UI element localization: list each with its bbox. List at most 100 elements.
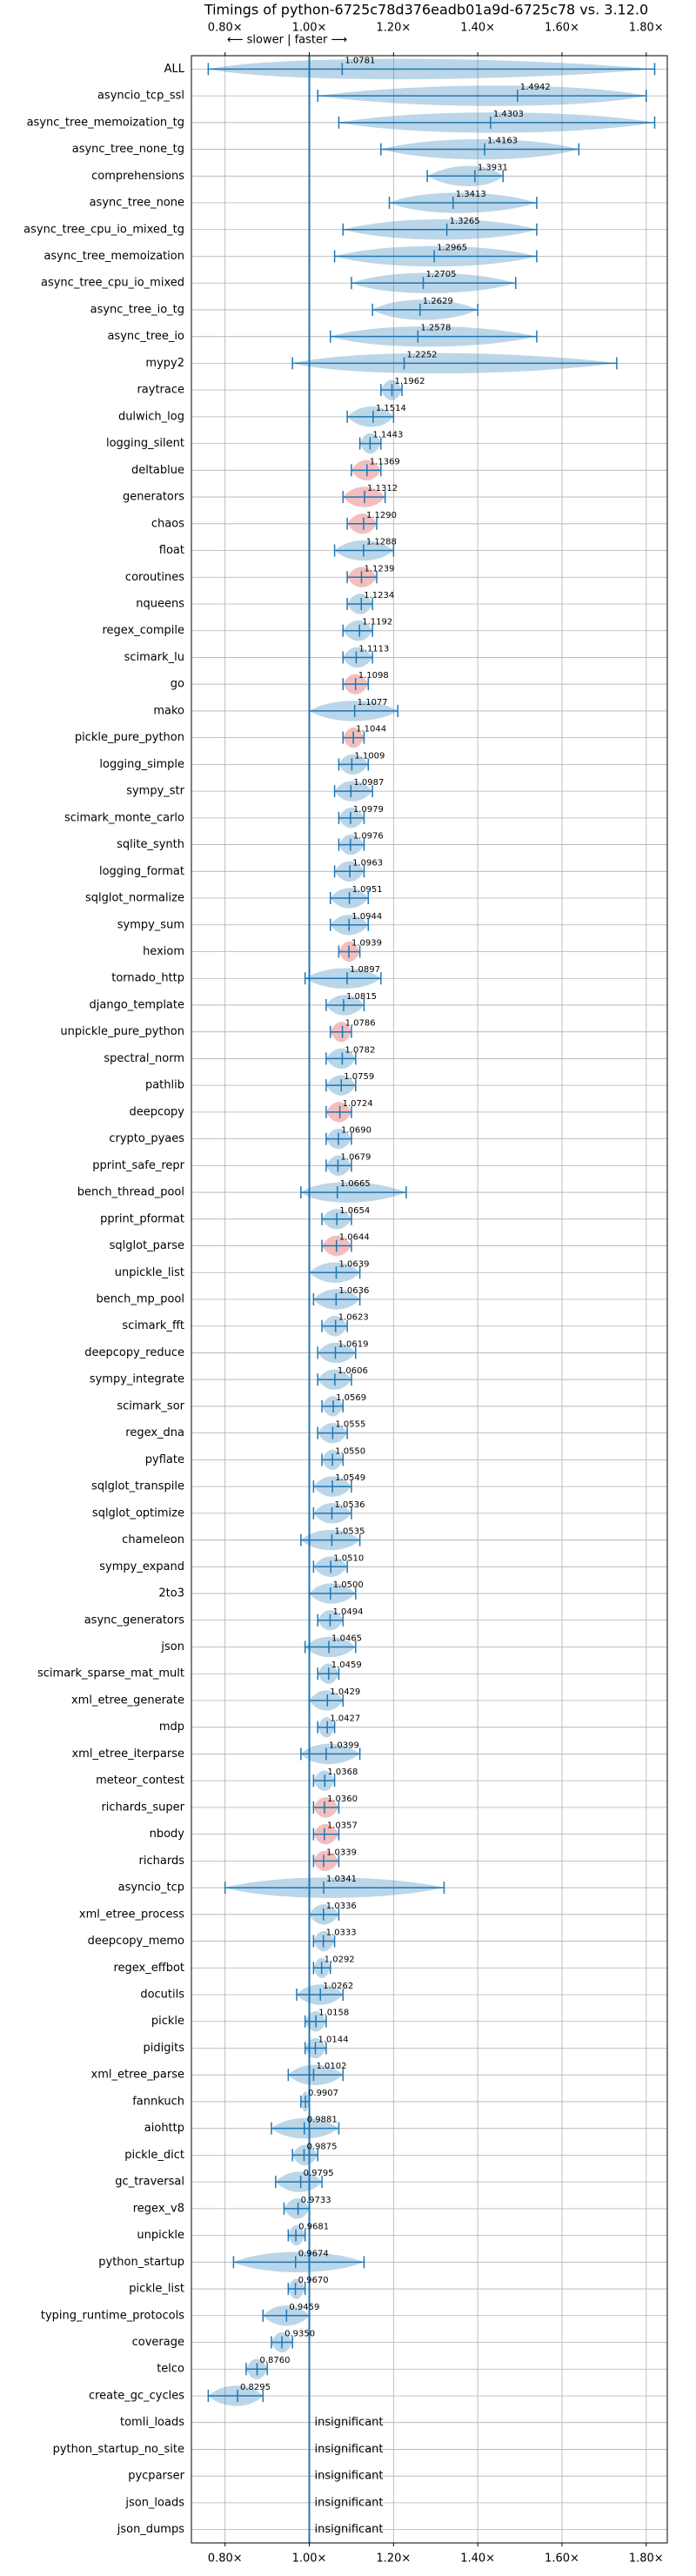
category-label: deepcopy_memo bbox=[88, 1935, 184, 1948]
category-label: coroutines bbox=[125, 571, 184, 584]
value-label: 1.1312 bbox=[367, 484, 398, 493]
value-label: 1.0333 bbox=[326, 1929, 357, 1938]
category-label: json bbox=[160, 1640, 184, 1654]
category-label: pyflate bbox=[145, 1453, 184, 1466]
category-label: create_gc_cycles bbox=[89, 2389, 184, 2402]
category-label: asyncio_tcp_ssl bbox=[97, 90, 184, 103]
value-label: 1.0555 bbox=[335, 1420, 365, 1430]
value-label: 1.0494 bbox=[332, 1607, 363, 1617]
category-label: deepcopy_reduce bbox=[84, 1346, 184, 1359]
category-label: nqueens bbox=[136, 597, 184, 610]
value-label: 0.9670 bbox=[298, 2276, 329, 2285]
category-label: sympy_integrate bbox=[90, 1373, 184, 1386]
value-label: 1.0644 bbox=[339, 1233, 370, 1243]
value-label: 1.2705 bbox=[425, 270, 456, 279]
category-label: pathlib bbox=[145, 1079, 184, 1092]
value-label: 1.0569 bbox=[336, 1393, 366, 1403]
category-label: unpickle_pure_python bbox=[60, 1025, 184, 1038]
value-label: 1.2252 bbox=[407, 350, 438, 359]
category-label: bench_mp_pool bbox=[96, 1293, 184, 1306]
category-label: gc_traversal bbox=[115, 2176, 184, 2189]
category-label: go bbox=[171, 678, 184, 691]
value-label: 1.0341 bbox=[326, 1875, 357, 1884]
category-label: pprint_pformat bbox=[100, 1212, 184, 1225]
value-label: 1.0429 bbox=[330, 1687, 360, 1697]
category-label: nbody bbox=[150, 1828, 185, 1841]
category-label: pickle bbox=[151, 2015, 184, 2028]
category-label: 2to3 bbox=[158, 1587, 184, 1600]
value-label: insignificant bbox=[315, 2496, 384, 2509]
category-label: async_tree_none_tg bbox=[72, 143, 184, 156]
category-label: unpickle bbox=[137, 2229, 184, 2242]
value-label: 1.0336 bbox=[326, 1902, 357, 1911]
category-label: fannkuch bbox=[132, 2095, 184, 2108]
category-label: json_dumps bbox=[117, 2523, 184, 2536]
value-label: 1.0500 bbox=[333, 1580, 364, 1590]
x-tick-label: 1.40× bbox=[460, 22, 495, 35]
category-label: python_startup bbox=[98, 2256, 184, 2269]
category-label: django_template bbox=[90, 998, 184, 1011]
value-label: insignificant bbox=[315, 2470, 384, 2483]
category-label: logging_silent bbox=[106, 437, 184, 450]
category-label: mdp bbox=[159, 1721, 184, 1734]
value-label: 1.1288 bbox=[366, 538, 397, 547]
category-label: pprint_safe_repr bbox=[92, 1159, 184, 1172]
category-label: pickle_pure_python bbox=[75, 731, 184, 744]
value-label: 1.0262 bbox=[323, 1982, 353, 1991]
category-label: async_tree_cpu_io_mixed bbox=[41, 277, 184, 290]
value-label: 1.4163 bbox=[487, 137, 518, 146]
category-label: bench_thread_pool bbox=[77, 1186, 184, 1199]
category-label: telco bbox=[157, 2363, 184, 2376]
value-label: 1.0897 bbox=[350, 965, 380, 975]
value-label: 1.0759 bbox=[344, 1072, 374, 1082]
value-label: 1.2965 bbox=[437, 243, 467, 252]
value-label: 1.0550 bbox=[335, 1446, 365, 1456]
value-label: 1.1234 bbox=[364, 591, 394, 600]
category-label: async_tree_io bbox=[107, 330, 184, 343]
category-label: chaos bbox=[151, 517, 184, 530]
category-label: docutils bbox=[140, 1989, 184, 2002]
category-label: pycparser bbox=[128, 2470, 184, 2483]
category-label: mypy2 bbox=[145, 357, 184, 370]
category-label: xml_etree_process bbox=[79, 1908, 184, 1921]
value-label: 1.0987 bbox=[353, 778, 384, 788]
x-tick-label: 1.40× bbox=[460, 2553, 495, 2566]
value-label: 1.1098 bbox=[358, 671, 389, 681]
value-label: insignificant bbox=[315, 2416, 384, 2429]
value-label: 1.0536 bbox=[334, 1500, 365, 1510]
value-label: 1.0357 bbox=[327, 1821, 358, 1831]
x-tick-label: 1.80× bbox=[629, 22, 664, 35]
category-label: crypto_pyaes bbox=[109, 1132, 184, 1145]
value-label: 1.0623 bbox=[338, 1313, 369, 1323]
category-label: richards bbox=[139, 1855, 185, 1868]
value-label: 1.1077 bbox=[358, 698, 388, 708]
category-label: scimark_sparse_mat_mult bbox=[37, 1667, 184, 1680]
direction-annotation: ⟵ slower | faster ⟶ bbox=[227, 34, 347, 47]
category-label: mako bbox=[153, 704, 184, 717]
category-label: dulwich_log bbox=[118, 410, 184, 423]
value-label: 1.0786 bbox=[345, 1019, 376, 1029]
x-tick-label: 1.80× bbox=[629, 2553, 664, 2566]
value-label: 1.0459 bbox=[331, 1660, 362, 1670]
category-label: aiohttp bbox=[144, 2122, 184, 2135]
value-label: 1.1113 bbox=[358, 644, 389, 654]
category-label: spectral_norm bbox=[104, 1052, 184, 1065]
value-label: 1.0639 bbox=[338, 1259, 369, 1269]
category-label: sympy_sum bbox=[117, 918, 184, 931]
x-tick-label: 1.60× bbox=[545, 22, 579, 35]
value-label: 0.9795 bbox=[304, 2169, 334, 2178]
value-label: 1.0368 bbox=[327, 1768, 358, 1777]
category-label: xml_etree_iterparse bbox=[71, 1748, 184, 1761]
value-label: 1.1369 bbox=[370, 457, 400, 466]
value-label: 1.0815 bbox=[346, 992, 377, 1002]
value-label: 1.0465 bbox=[331, 1634, 362, 1644]
category-label: async_tree_memoization bbox=[44, 250, 184, 263]
value-label: 0.8760 bbox=[260, 2356, 291, 2365]
category-label: tomli_loads bbox=[120, 2416, 184, 2429]
category-label: raytrace bbox=[137, 384, 184, 397]
value-label: 0.9881 bbox=[307, 2116, 338, 2125]
value-label: 0.9875 bbox=[306, 2142, 337, 2151]
category-label: async_tree_cpu_io_mixed_tg bbox=[23, 223, 184, 236]
category-label: json_loads bbox=[124, 2496, 184, 2509]
value-label: 1.3265 bbox=[450, 217, 480, 226]
